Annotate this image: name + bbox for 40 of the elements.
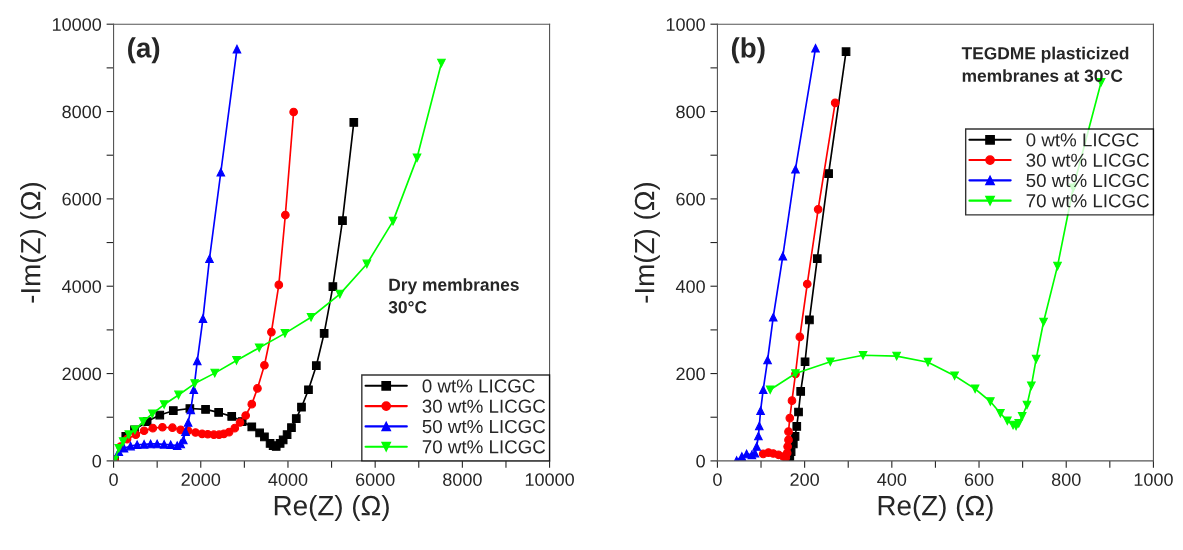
x-tick-label: 4000 (268, 473, 308, 486)
y-tick-label: 4000 (62, 280, 102, 293)
y-axis-title: -Im(Z) (Ω) (634, 182, 660, 303)
legend-label: 70 wt% LICGC (1026, 194, 1149, 208)
legend-label: 50 wt% LICGC (1026, 173, 1149, 188)
x-tick-label: 0 (109, 473, 118, 486)
y-tick-label: 2000 (62, 367, 102, 381)
x-tick-label: 0 (713, 473, 722, 486)
legend-label: 0 wt% LICGC (422, 379, 535, 393)
y-tick-label: 0 (92, 454, 102, 468)
y-axis-title: -Im(Z) (Ω) (20, 182, 46, 303)
y-tick-label: 800 (676, 105, 705, 119)
x-tick-label: 10000 (525, 473, 574, 486)
legend-label: 30 wt% LICGC (1026, 153, 1149, 167)
x-axis-title: Re(Z) (Ω) (878, 495, 993, 521)
legend-label: 30 wt% LICGC (422, 399, 546, 413)
y-tick-label: 600 (676, 192, 705, 206)
annotation: (a) (128, 37, 160, 64)
y-tick-label: 6000 (62, 192, 102, 206)
y-tick-label: 400 (675, 280, 705, 293)
x-tick-label: 200 (790, 473, 819, 486)
x-tick-label: 400 (877, 473, 907, 486)
x-tick-label: 6000 (356, 473, 395, 486)
annotation: TEGDME plasticized membranes at 30°C (961, 46, 1129, 82)
y-tick-label: 0 (696, 454, 705, 468)
x-tick-label: 8000 (443, 473, 482, 486)
legend-label: 0 wt% LICGC (1026, 133, 1139, 147)
y-tick-label: 10000 (52, 18, 102, 31)
x-tick-label: 600 (964, 473, 994, 486)
x-tick-label: 1000 (1134, 473, 1173, 486)
legend-label: 70 wt% LICGC (422, 440, 546, 454)
x-tick-label: 2000 (181, 473, 221, 486)
annotation: (b) (731, 37, 765, 64)
x-axis-title: Re(Z) (Ω) (274, 495, 389, 521)
y-tick-label: 1000 (666, 18, 705, 31)
legend-label: 50 wt% LICGC (422, 419, 546, 434)
annotation: Dry membranes 30°C (388, 278, 519, 314)
x-tick-label: 800 (1051, 473, 1081, 486)
y-tick-label: 8000 (62, 105, 102, 119)
y-tick-label: 200 (676, 367, 705, 381)
